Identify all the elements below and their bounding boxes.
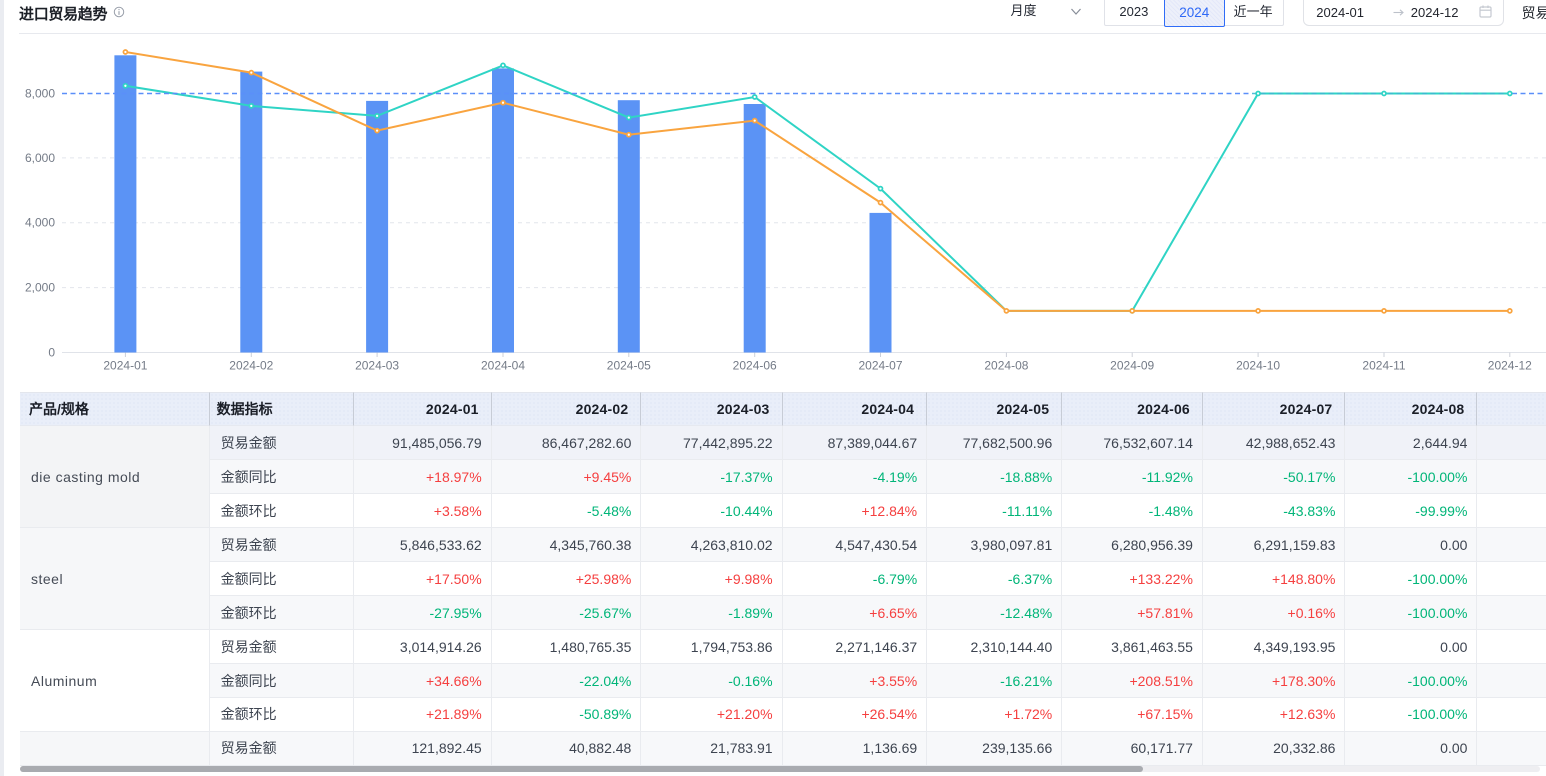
svg-text:0: 0 (48, 346, 55, 360)
svg-text:2024-12: 2024-12 (1488, 359, 1532, 373)
svg-text:8,000: 8,000 (25, 87, 55, 101)
svg-text:2024-08: 2024-08 (984, 359, 1028, 373)
svg-text:2024-04: 2024-04 (481, 359, 525, 373)
svg-text:4,000: 4,000 (25, 216, 55, 230)
svg-text:2024-03: 2024-03 (355, 359, 399, 373)
svg-text:2024-01: 2024-01 (103, 359, 147, 373)
svg-text:2,000: 2,000 (25, 281, 55, 295)
svg-text:2024-11: 2024-11 (1362, 359, 1405, 373)
svg-text:2024-10: 2024-10 (1236, 359, 1280, 373)
svg-text:6,000: 6,000 (25, 151, 55, 165)
svg-text:2024-05: 2024-05 (607, 359, 651, 373)
svg-text:2024-09: 2024-09 (1110, 359, 1154, 373)
svg-text:2024-02: 2024-02 (229, 359, 273, 373)
svg-text:2024-07: 2024-07 (858, 359, 902, 373)
svg-text:2024-06: 2024-06 (733, 359, 777, 373)
